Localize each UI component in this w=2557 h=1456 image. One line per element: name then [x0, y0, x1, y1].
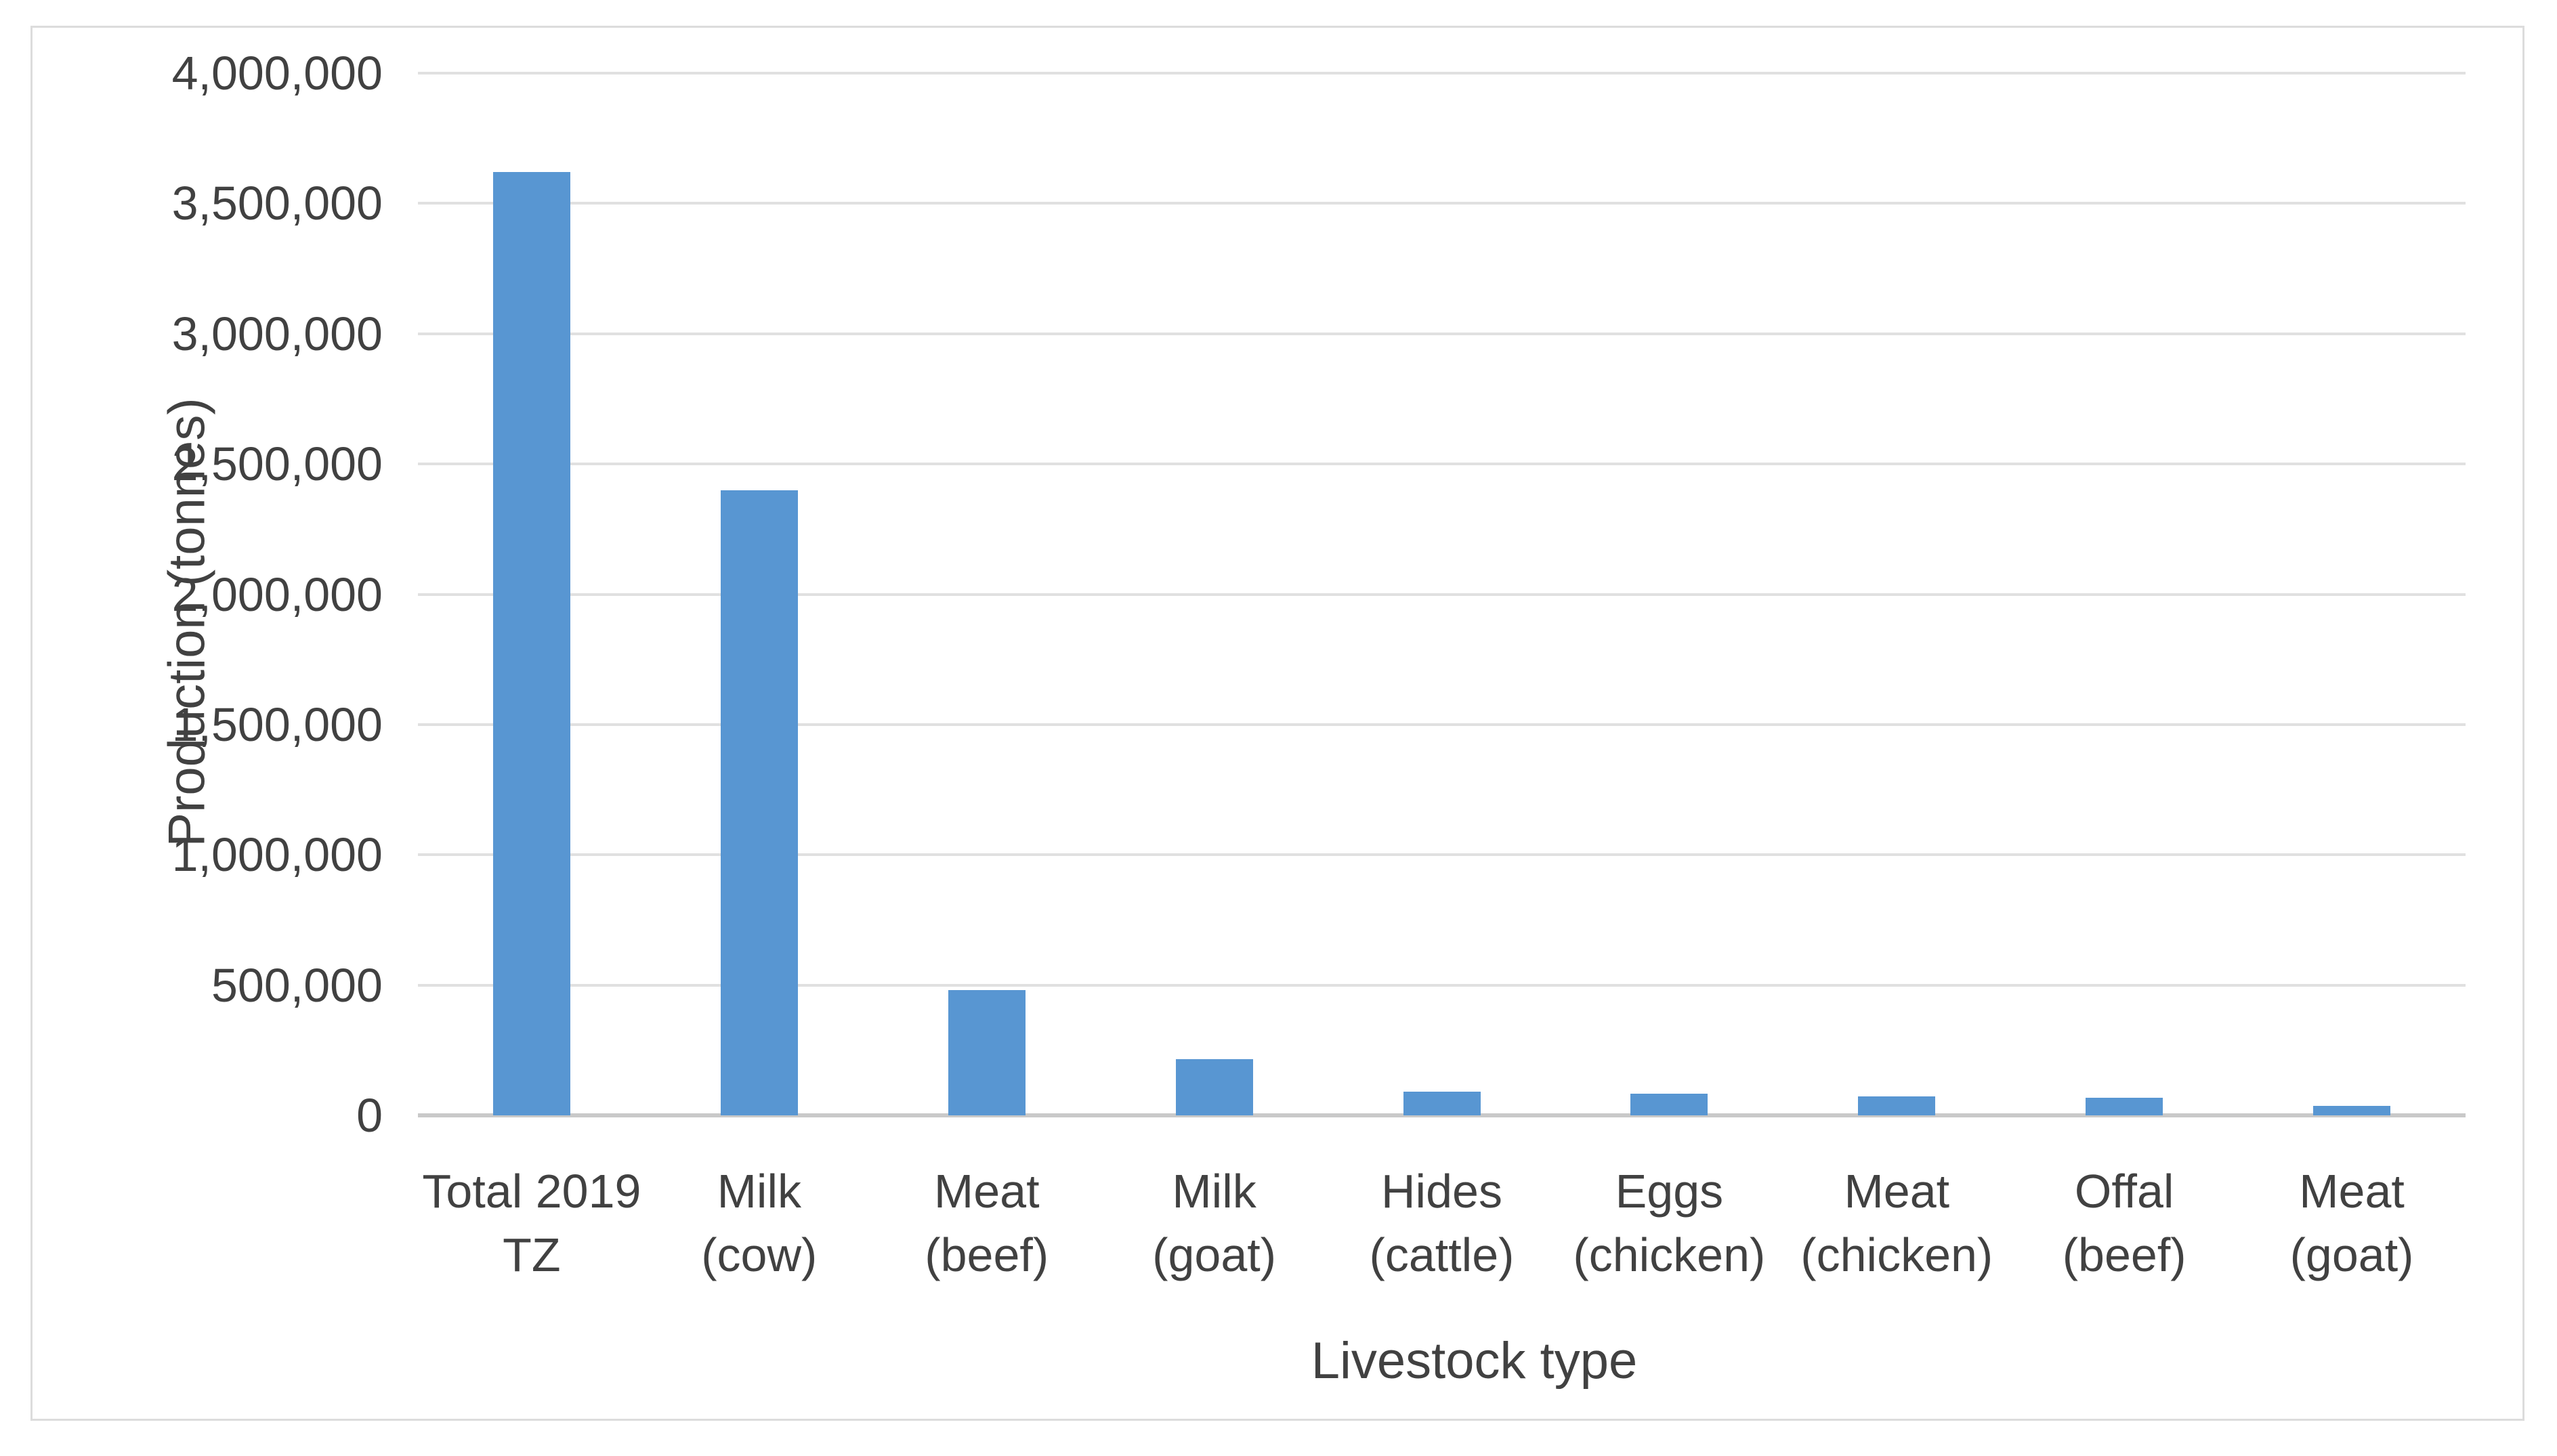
- y-axis-tick-label: 4,000,000: [171, 47, 383, 100]
- bar: [1403, 1092, 1481, 1115]
- plot-area: [418, 72, 2466, 1117]
- x-axis-category-label: Eggs (chicken): [1573, 1165, 1766, 1281]
- x-axis-category-label: Meat (goat): [2289, 1165, 2414, 1281]
- x-axis-category-label: Offal (beef): [2062, 1165, 2186, 1281]
- x-axis-category-label: Meat (chicken): [1800, 1165, 1993, 1281]
- gridline: [418, 202, 2466, 205]
- x-axis-category-label: Milk (goat): [1152, 1165, 1277, 1281]
- x-axis-category-label: Hides (cattle): [1369, 1165, 1515, 1281]
- bar: [2313, 1106, 2391, 1115]
- y-axis-tick-label: 3,000,000: [171, 307, 383, 360]
- x-axis-category-label: Milk (cow): [701, 1165, 818, 1281]
- gridline: [418, 853, 2466, 857]
- y-axis-tick-label: 1,500,000: [171, 698, 383, 751]
- gridline: [418, 463, 2466, 466]
- y-axis-tick-label: 2,500,000: [171, 437, 383, 491]
- bar: [1630, 1094, 1708, 1115]
- y-axis-tick-label: 2,000,000: [171, 568, 383, 621]
- y-axis-tick-label: 0: [356, 1089, 383, 1142]
- y-axis-tick-label: 3,500,000: [171, 177, 383, 230]
- y-axis-tick-label: 500,000: [211, 958, 383, 1012]
- y-axis-tick-label: 1,000,000: [171, 828, 383, 882]
- x-axis-line: [418, 1113, 2466, 1117]
- bar: [1175, 1059, 1253, 1115]
- gridline: [418, 983, 2466, 987]
- bar: [948, 990, 1026, 1115]
- x-axis-title: Livestock type: [1311, 1332, 1638, 1390]
- gridline: [418, 72, 2466, 74]
- bar: [1858, 1096, 1936, 1115]
- bar: [2086, 1097, 2163, 1115]
- gridline: [418, 332, 2466, 335]
- gridline: [418, 593, 2466, 596]
- bar: [720, 490, 798, 1115]
- bar: [492, 172, 570, 1115]
- gridline: [418, 723, 2466, 726]
- x-axis-category-label: Total 2019 TZ: [422, 1165, 641, 1281]
- x-axis-category-label: Meat (beef): [925, 1165, 1049, 1281]
